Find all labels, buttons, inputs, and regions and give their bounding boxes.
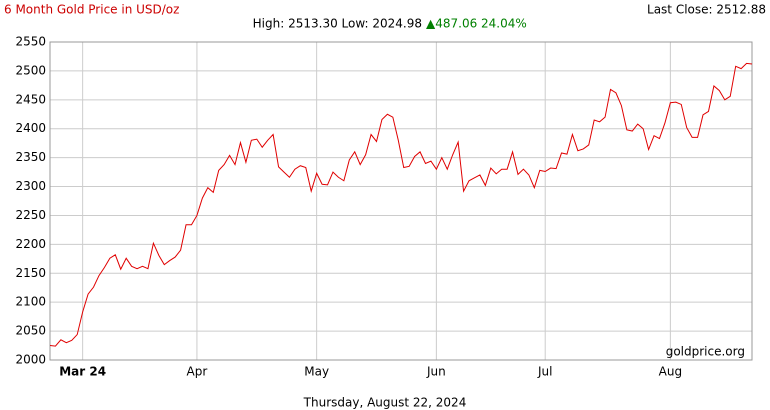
y-tick-label: 2300 [15, 179, 46, 193]
y-tick-label: 2250 [15, 208, 46, 222]
y-tick-label: 2100 [15, 295, 46, 309]
price-line [49, 62, 753, 347]
x-tick-label: Aug [659, 365, 682, 379]
summary: High: 2513.30 Low: 2024.98 [253, 17, 422, 31]
y-tick-label: 2500 [15, 63, 46, 77]
plot-border [49, 41, 753, 361]
change: ▲487.06 24.04% [426, 17, 527, 31]
date-label: Thursday, August 22, 2024 [303, 396, 467, 410]
y-tick-label: 2400 [15, 121, 46, 135]
y-tick-label: 2350 [15, 150, 46, 164]
y-tick-label: 2550 [15, 35, 46, 49]
last-close: Last Close: 2512.88 [647, 3, 766, 17]
x-tick-label: Jun [426, 365, 446, 379]
chart-title: 6 Month Gold Price in USD/oz [4, 3, 179, 17]
x-tick-label: Apr [187, 365, 208, 379]
y-tick-label: 2450 [15, 92, 46, 106]
x-tick-label: Jul [537, 365, 552, 379]
y-tick-label: 2000 [15, 353, 46, 367]
y-tick-label: 2050 [15, 324, 46, 338]
x-tick-label: May [304, 365, 329, 379]
x-tick-label: Mar 24 [59, 365, 106, 379]
y-tick-label: 2200 [15, 237, 46, 251]
watermark: goldprice.org [666, 345, 745, 359]
y-tick-label: 2150 [15, 266, 46, 280]
